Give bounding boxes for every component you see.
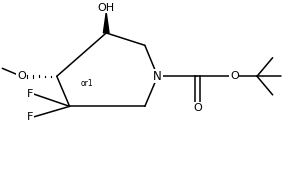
Polygon shape — [103, 13, 109, 33]
Text: F: F — [27, 89, 34, 99]
Text: O: O — [17, 71, 26, 81]
Text: N: N — [153, 70, 162, 83]
Text: O: O — [193, 103, 202, 113]
Text: F: F — [27, 112, 34, 122]
Text: O: O — [230, 71, 239, 81]
Text: OH: OH — [98, 3, 115, 13]
Text: or1: or1 — [81, 79, 93, 88]
